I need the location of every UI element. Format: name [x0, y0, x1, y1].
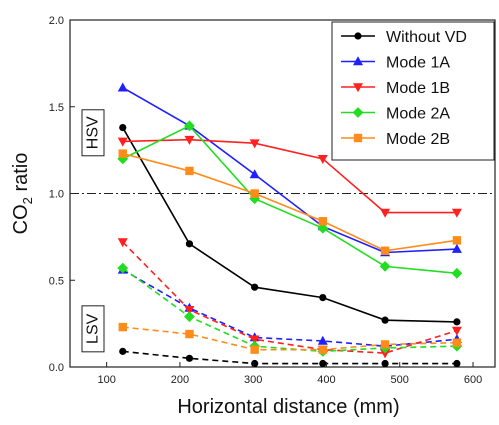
data-point-lsv-without-vd — [251, 359, 259, 368]
data-point-hsv-mode-1a — [117, 82, 128, 92]
series-hsv-mode-2b — [118, 149, 462, 255]
data-point-lsv-mode-2b — [118, 322, 127, 332]
legend-swatch-marker — [353, 56, 363, 66]
data-point-lsv-mode-1b — [249, 335, 260, 345]
legend-label-without-vd: Without VD — [386, 29, 467, 46]
y-axis-title-subscript: 2 — [20, 197, 35, 204]
data-point-hsv-mode-2a — [184, 120, 195, 132]
legend-entry-mode-2b: Mode 2B — [341, 131, 450, 148]
data-point-hsv-mode-2b — [452, 236, 462, 245]
data-point-hsv-mode-1b — [317, 155, 328, 164]
legend-swatch-marker — [353, 83, 363, 93]
series-line-lsv-without-vd — [122, 350, 457, 365]
data-point-lsv-mode-1b — [380, 349, 391, 359]
region-label-box-hsv — [81, 109, 105, 157]
data-point-hsv-mode-2a — [451, 267, 463, 279]
data-point-hsv-without-vd — [319, 294, 327, 302]
y-tick-label: 2.0 — [49, 15, 64, 27]
data-point-lsv-mode-2b — [185, 329, 194, 339]
data-point-hsv-mode-1b — [117, 137, 128, 147]
data-point-hsv-mode-2b — [185, 166, 194, 176]
series-line-hsv-mode-2b — [122, 152, 458, 252]
region-label-lsv: LSV — [85, 313, 102, 344]
x-tick-label: 300 — [244, 374, 262, 386]
data-point-lsv-mode-2a — [117, 262, 129, 274]
region-label-box-lsv — [81, 305, 105, 353]
data-point-hsv-without-vd — [185, 240, 194, 248]
legend-entry-mode-2a: Mode 2A — [341, 106, 450, 123]
series-line-lsv-mode-2b — [122, 326, 457, 351]
data-point-lsv-mode-1b — [451, 326, 462, 336]
data-point-hsv-mode-1b — [249, 139, 260, 149]
chart-axes: 100 200 300 400 500 600 0.0 0.5 1.0 1.5 2.0 Horizon… — [10, 15, 482, 418]
data-point-lsv-mode-1b — [117, 238, 128, 248]
data-point-hsv-mode-1a — [249, 169, 260, 179]
series-hsv-without-vd — [119, 123, 461, 326]
data-point-hsv-mode-2a — [317, 222, 329, 234]
data-point-lsv-without-vd — [381, 359, 389, 368]
legend-entry-mode-1b: Mode 1B — [341, 80, 450, 97]
region-label-hsv: HSV — [85, 116, 102, 149]
data-point-lsv-mode-2b — [452, 338, 462, 347]
data-point-hsv-mode-2b — [118, 149, 127, 158]
series-hsv-mode-1b — [117, 135, 462, 218]
y-axis-title-tail: ratio — [10, 153, 32, 197]
series-line-hsv-without-vd — [122, 127, 457, 323]
data-point-hsv-mode-2a — [117, 153, 129, 165]
legend-swatch-marker — [352, 107, 364, 118]
data-point-lsv-mode-2a — [184, 311, 195, 323]
data-point-hsv-without-vd — [381, 316, 389, 324]
data-point-hsv-mode-1b — [380, 208, 391, 218]
x-tick-label: 400 — [317, 374, 335, 386]
legend-label-mode-2a: Mode 2A — [386, 106, 450, 123]
y-tick-label: 1.0 — [49, 189, 64, 201]
chart-legend: Without VD Mode 1A Mode 1B Mode 2A Mode 2B — [331, 21, 495, 161]
data-point-hsv-mode-1a — [451, 243, 462, 253]
legend-label-mode-1a: Mode 1A — [386, 55, 450, 72]
data-point-lsv-mode-2b — [380, 340, 390, 349]
data-point-hsv-without-vd — [453, 318, 461, 326]
y-axis-title: CO2 ratio — [10, 153, 35, 235]
data-point-hsv-mode-1b — [451, 208, 462, 218]
x-tick-label: 200 — [171, 374, 189, 386]
data-point-hsv-mode-1b — [184, 135, 195, 145]
data-point-lsv-without-vd — [119, 347, 127, 355]
series-lsv-mode-2b — [118, 322, 462, 354]
y-tick-label: 0.0 — [49, 362, 64, 374]
series-line-hsv-mode-1b — [122, 138, 457, 214]
legend-swatch-marker — [354, 32, 362, 40]
data-point-hsv-without-vd — [251, 283, 259, 291]
data-point-hsv-mode-2b — [380, 246, 390, 255]
data-point-lsv-without-vd — [319, 359, 327, 368]
series-line-hsv-mode-2a — [122, 124, 457, 275]
x-axis-title: Horizontal distance (mm) — [177, 396, 399, 418]
data-point-hsv-mode-2b — [250, 189, 259, 198]
series-line-hsv-mode-1a — [122, 86, 457, 254]
legend-entry-without-vd: Without VD — [341, 29, 467, 46]
data-point-hsv-mode-2a — [379, 260, 391, 272]
series-line-lsv-mode-1b — [122, 241, 458, 354]
data-point-lsv-mode-2b — [250, 345, 259, 354]
data-point-hsv-without-vd — [119, 123, 127, 132]
x-tick-label: 500 — [391, 374, 409, 386]
legend-label-mode-2b: Mode 2B — [386, 131, 450, 148]
chart-marks: HSV LSV — [70, 82, 495, 368]
y-tick-label: 0.5 — [49, 275, 64, 287]
legend-label-mode-1b: Mode 1B — [386, 80, 450, 97]
x-tick-label: 600 — [464, 374, 482, 386]
data-point-lsv-mode-1a — [317, 335, 328, 345]
y-tick-label: 1.5 — [49, 102, 64, 114]
data-point-lsv-mode-2b — [318, 345, 328, 354]
data-point-lsv-mode-1b — [184, 305, 195, 315]
data-point-lsv-without-vd — [185, 354, 194, 362]
data-point-hsv-mode-2b — [318, 217, 328, 226]
y-axis-title-main: CO — [10, 204, 32, 234]
data-point-lsv-without-vd — [453, 359, 461, 368]
x-tick-label: 100 — [97, 374, 115, 386]
legend-swatch-marker — [353, 133, 363, 143]
series-line-lsv-mode-1a — [122, 269, 457, 347]
legend-entry-mode-1a: Mode 1A — [341, 55, 450, 72]
